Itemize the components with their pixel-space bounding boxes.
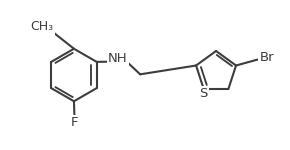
Text: CH₃: CH₃ <box>30 21 54 33</box>
Text: Br: Br <box>260 51 274 64</box>
Text: F: F <box>71 117 78 129</box>
Text: NH: NH <box>108 52 128 65</box>
Text: S: S <box>200 87 208 100</box>
